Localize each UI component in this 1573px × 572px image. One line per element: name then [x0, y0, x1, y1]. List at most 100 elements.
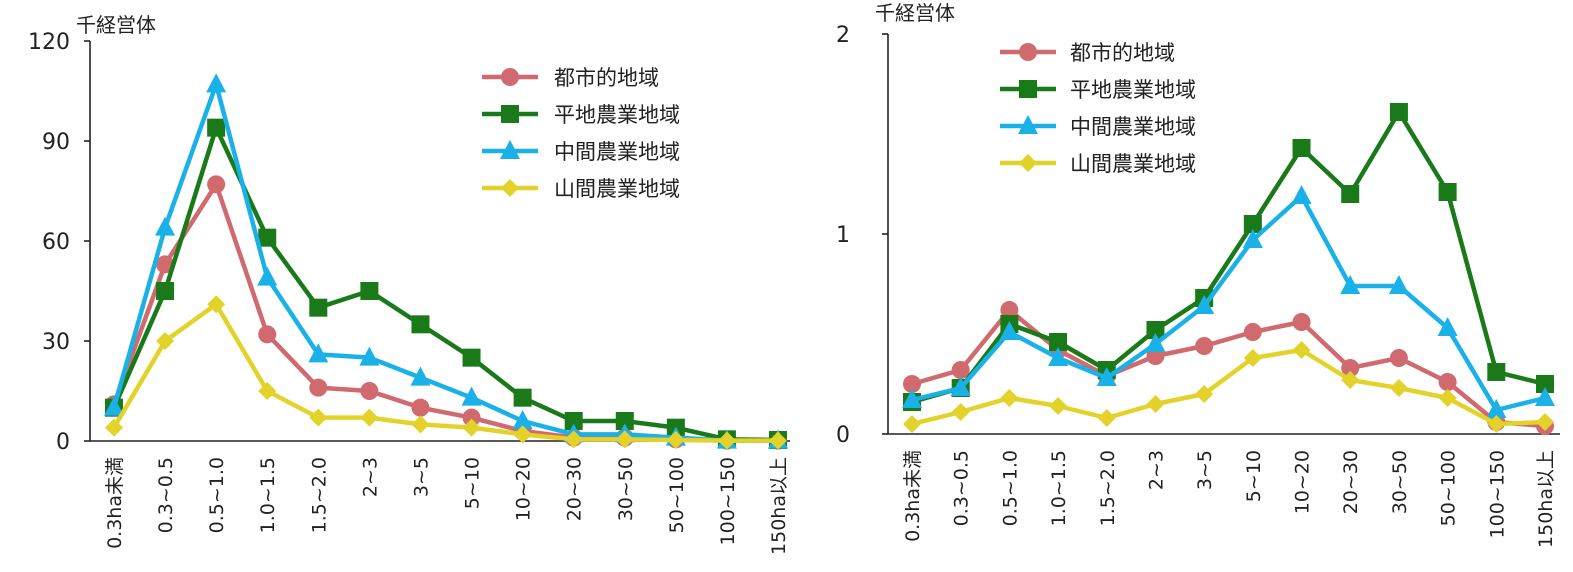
- y-tick-label: 60: [42, 230, 70, 255]
- data-point: [1341, 371, 1360, 389]
- data-point: [1292, 139, 1311, 157]
- x-tick-label: 0.5~1.0: [999, 450, 1021, 526]
- x-tick-label: 1.0~1.5: [1048, 450, 1070, 526]
- data-point: [1096, 367, 1117, 386]
- data-point: [1049, 333, 1068, 351]
- data-point: [1243, 349, 1262, 367]
- x-tick-label: 1.5~2.0: [1097, 450, 1119, 526]
- data-point: [513, 388, 532, 407]
- data-point: [308, 343, 329, 363]
- data-point: [1291, 185, 1312, 204]
- data-point: [1340, 275, 1361, 294]
- data-point: [411, 415, 430, 434]
- data-point: [1341, 185, 1360, 203]
- legend-label: 平地農業地域: [554, 103, 680, 127]
- data-point: [903, 375, 921, 393]
- data-point: [156, 332, 175, 350]
- legend-label: 平地農業地域: [1070, 78, 1196, 102]
- data-point: [769, 431, 787, 450]
- data-point: [1536, 375, 1554, 393]
- data-point: [666, 431, 685, 449]
- data-point: [1000, 301, 1019, 319]
- legend-marker: [501, 179, 519, 197]
- data-point: [1487, 363, 1506, 381]
- x-tick-label: 50~100: [666, 457, 688, 533]
- x-tick-label: 0.3ha未満: [902, 450, 924, 542]
- x-tick-label: 5~10: [462, 457, 484, 509]
- data-point: [360, 408, 379, 427]
- data-point: [1389, 103, 1408, 121]
- y-tick-label: 30: [42, 330, 70, 355]
- x-tick-label: 10~20: [1292, 450, 1314, 514]
- data-point: [1049, 397, 1068, 415]
- x-tick-label: 20~30: [1340, 450, 1362, 514]
- data-point: [1438, 183, 1457, 201]
- data-point: [564, 412, 583, 430]
- y-tick-label: 90: [42, 130, 70, 155]
- x-tick-label: 1.0~1.5: [257, 457, 279, 533]
- x-tick-label: 50~100: [1438, 450, 1460, 526]
- data-point: [105, 418, 123, 437]
- data-point: [1195, 385, 1214, 403]
- data-point: [513, 425, 532, 444]
- x-tick-label: 1.5~2.0: [308, 457, 330, 533]
- series-line: [911, 109, 1546, 405]
- legend-marker: [1019, 43, 1037, 61]
- data-point: [1243, 323, 1262, 341]
- x-tick-label: 5~10: [1243, 450, 1265, 502]
- data-point: [309, 378, 328, 397]
- data-point: [258, 325, 277, 344]
- data-point: [462, 348, 481, 367]
- x-tick-label: 0.3ha未満: [104, 457, 126, 549]
- data-point: [1389, 379, 1408, 397]
- data-point: [1097, 409, 1116, 427]
- x-tick-label: 150ha以上: [1535, 450, 1557, 548]
- data-point: [999, 321, 1020, 340]
- legend-marker: [1019, 154, 1037, 172]
- data-point: [411, 315, 430, 334]
- data-point: [1388, 275, 1409, 294]
- data-point: [1145, 333, 1166, 352]
- legend-label: 山間農業地域: [554, 177, 680, 201]
- x-tick-label: 20~30: [564, 457, 586, 521]
- x-tick-label: 2~3: [359, 457, 381, 497]
- data-point: [156, 255, 175, 274]
- data-point: [1048, 347, 1069, 366]
- data-point: [207, 118, 226, 137]
- data-point: [717, 431, 736, 450]
- data-point: [902, 389, 922, 408]
- data-point: [104, 396, 124, 416]
- legend-label: 都市的地域: [554, 66, 659, 90]
- data-point: [1438, 373, 1457, 391]
- data-point: [1146, 395, 1165, 413]
- data-point: [258, 228, 277, 247]
- legend-label: 都市的地域: [1070, 41, 1175, 65]
- legend-label: 中間農業地域: [554, 140, 680, 164]
- data-point: [411, 398, 430, 417]
- x-tick-label: 3~5: [410, 457, 432, 497]
- x-tick-label: 0.5~1.0: [206, 457, 228, 533]
- x-tick-label: 10~20: [513, 457, 535, 521]
- data-point: [462, 408, 481, 427]
- data-point: [156, 282, 175, 300]
- data-point: [462, 418, 481, 437]
- series-line: [911, 347, 1546, 427]
- data-point: [903, 415, 921, 433]
- data-point: [1292, 313, 1311, 331]
- legend-label: 山間農業地域: [1070, 152, 1196, 176]
- chart-right: 0 1 2 千経営体 0.3ha未満 0.3~0.5 0.5~1.0 1.0~1.5 1.5~2…: [836, 1, 1560, 548]
- data-point: [1243, 215, 1262, 233]
- data-point: [951, 361, 970, 379]
- data-point: [1195, 337, 1214, 355]
- data-point: [1242, 229, 1263, 248]
- unit-label: 千経営体: [875, 1, 955, 25]
- data-point: [1292, 341, 1311, 359]
- data-point: [207, 175, 226, 194]
- data-point: [360, 282, 379, 300]
- x-tick-label: 3~5: [1194, 450, 1216, 490]
- data-point: [461, 386, 482, 406]
- data-point: [512, 410, 533, 429]
- x-tick-label: 30~50: [1389, 450, 1411, 514]
